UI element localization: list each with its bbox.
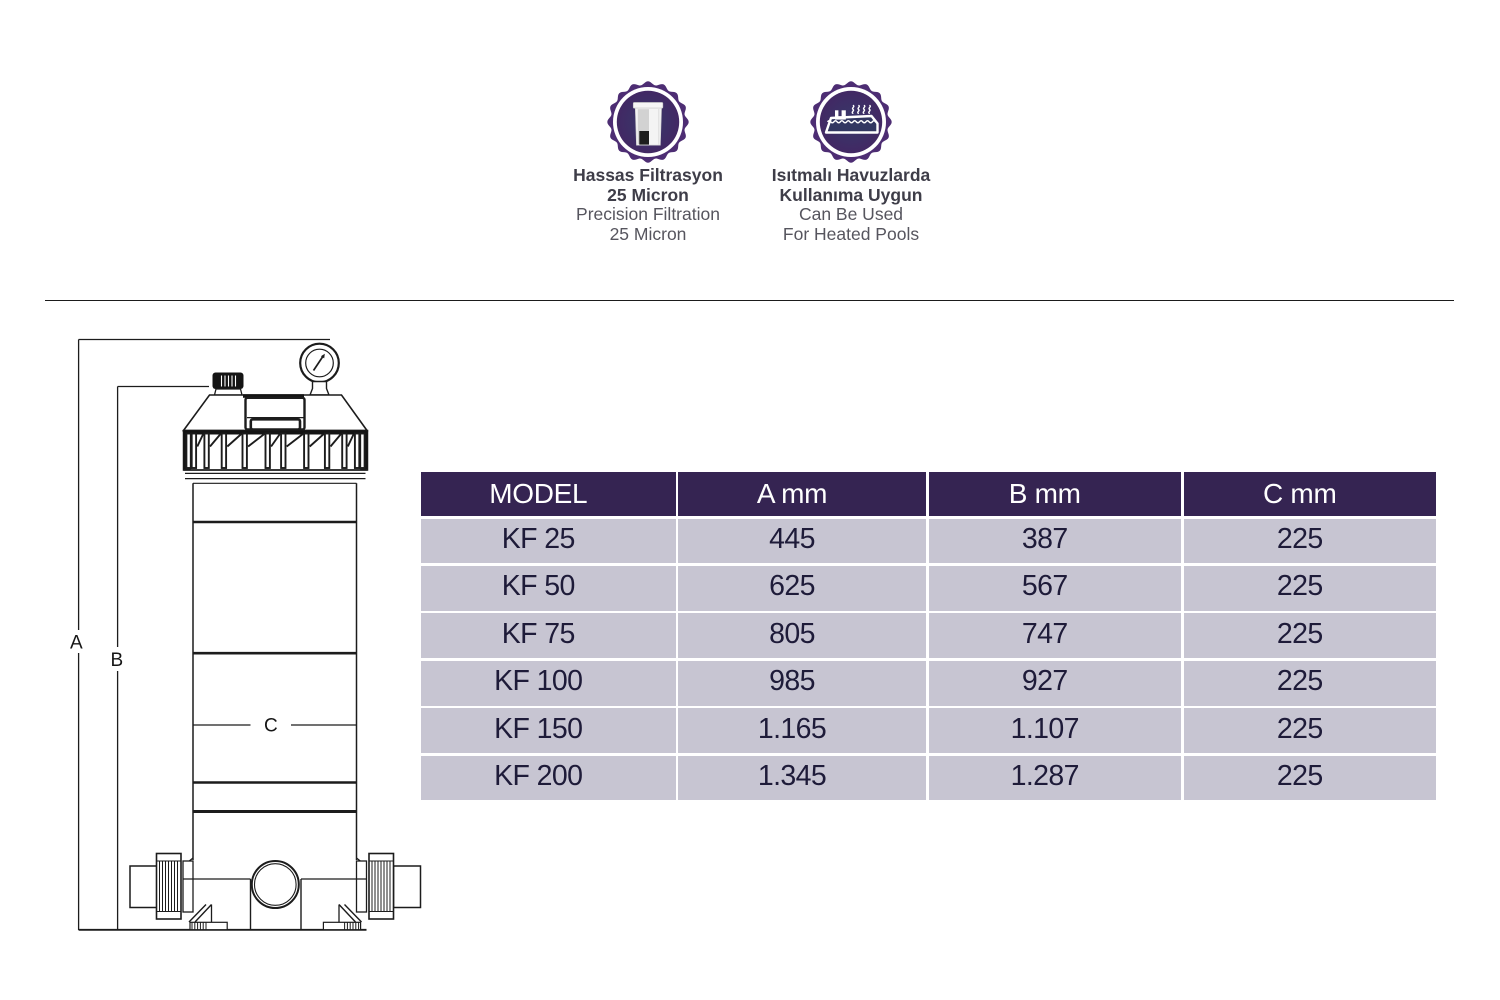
svg-text:B: B bbox=[111, 650, 124, 671]
svg-text:C: C bbox=[264, 716, 278, 737]
svg-text:A: A bbox=[70, 633, 83, 654]
